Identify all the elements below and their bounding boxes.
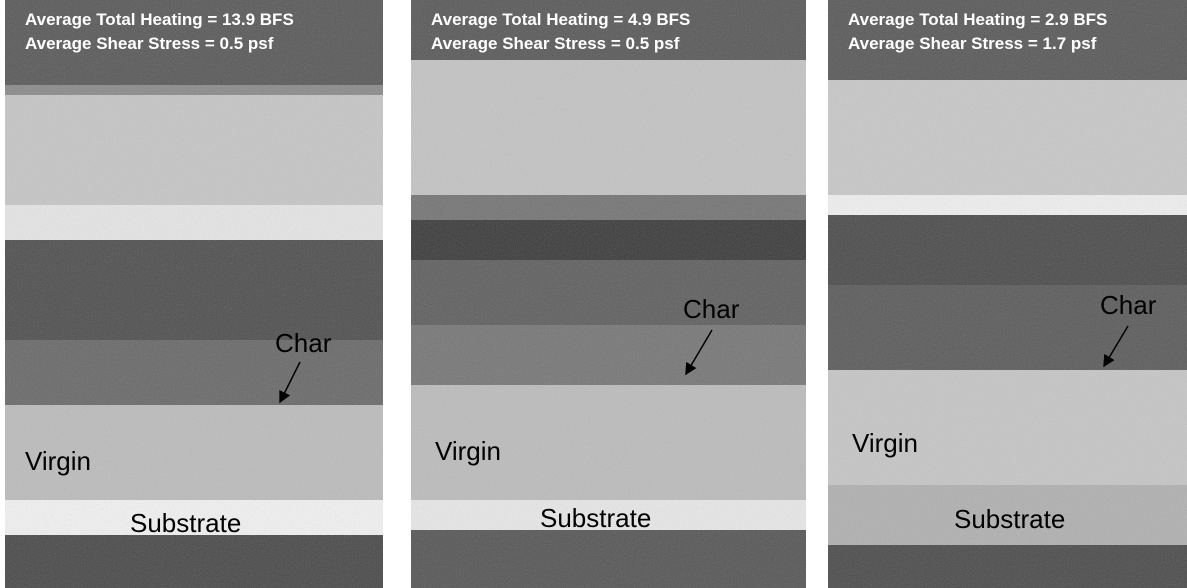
shear-label: Average Shear Stress = 0.5 psf <box>25 34 274 53</box>
shear-label: Average Shear Stress = 1.7 psf <box>848 34 1097 53</box>
heating-label: Average Total Heating = 2.9 BFS <box>848 10 1107 29</box>
heating-label: Average Total Heating = 13.9 BFS <box>25 10 294 29</box>
substrate-label: Substrate <box>954 504 1065 534</box>
virgin-label: Virgin <box>435 436 501 466</box>
figure: Average Total Heating = 13.9 BFS Average … <box>0 0 1187 588</box>
panels: Average Total Heating = 13.9 BFS Average … <box>5 0 1187 588</box>
shear-label: Average Shear Stress = 0.5 psf <box>431 34 680 53</box>
substrate-label: Substrate <box>130 508 241 538</box>
texture <box>5 0 383 588</box>
char-label: Char <box>275 328 332 358</box>
panel: Average Total Heating = 2.9 BFS Average S… <box>828 0 1187 588</box>
char-label: Char <box>1100 290 1157 320</box>
panel: Average Total Heating = 13.9 BFS Average … <box>5 0 383 588</box>
heating-label: Average Total Heating = 4.9 BFS <box>431 10 690 29</box>
substrate-label: Substrate <box>540 503 651 533</box>
char-label: Char <box>683 294 740 324</box>
virgin-label: Virgin <box>852 428 918 458</box>
texture <box>411 0 806 588</box>
virgin-label: Virgin <box>25 446 91 476</box>
panel: Average Total Heating = 4.9 BFS Average S… <box>411 0 806 588</box>
